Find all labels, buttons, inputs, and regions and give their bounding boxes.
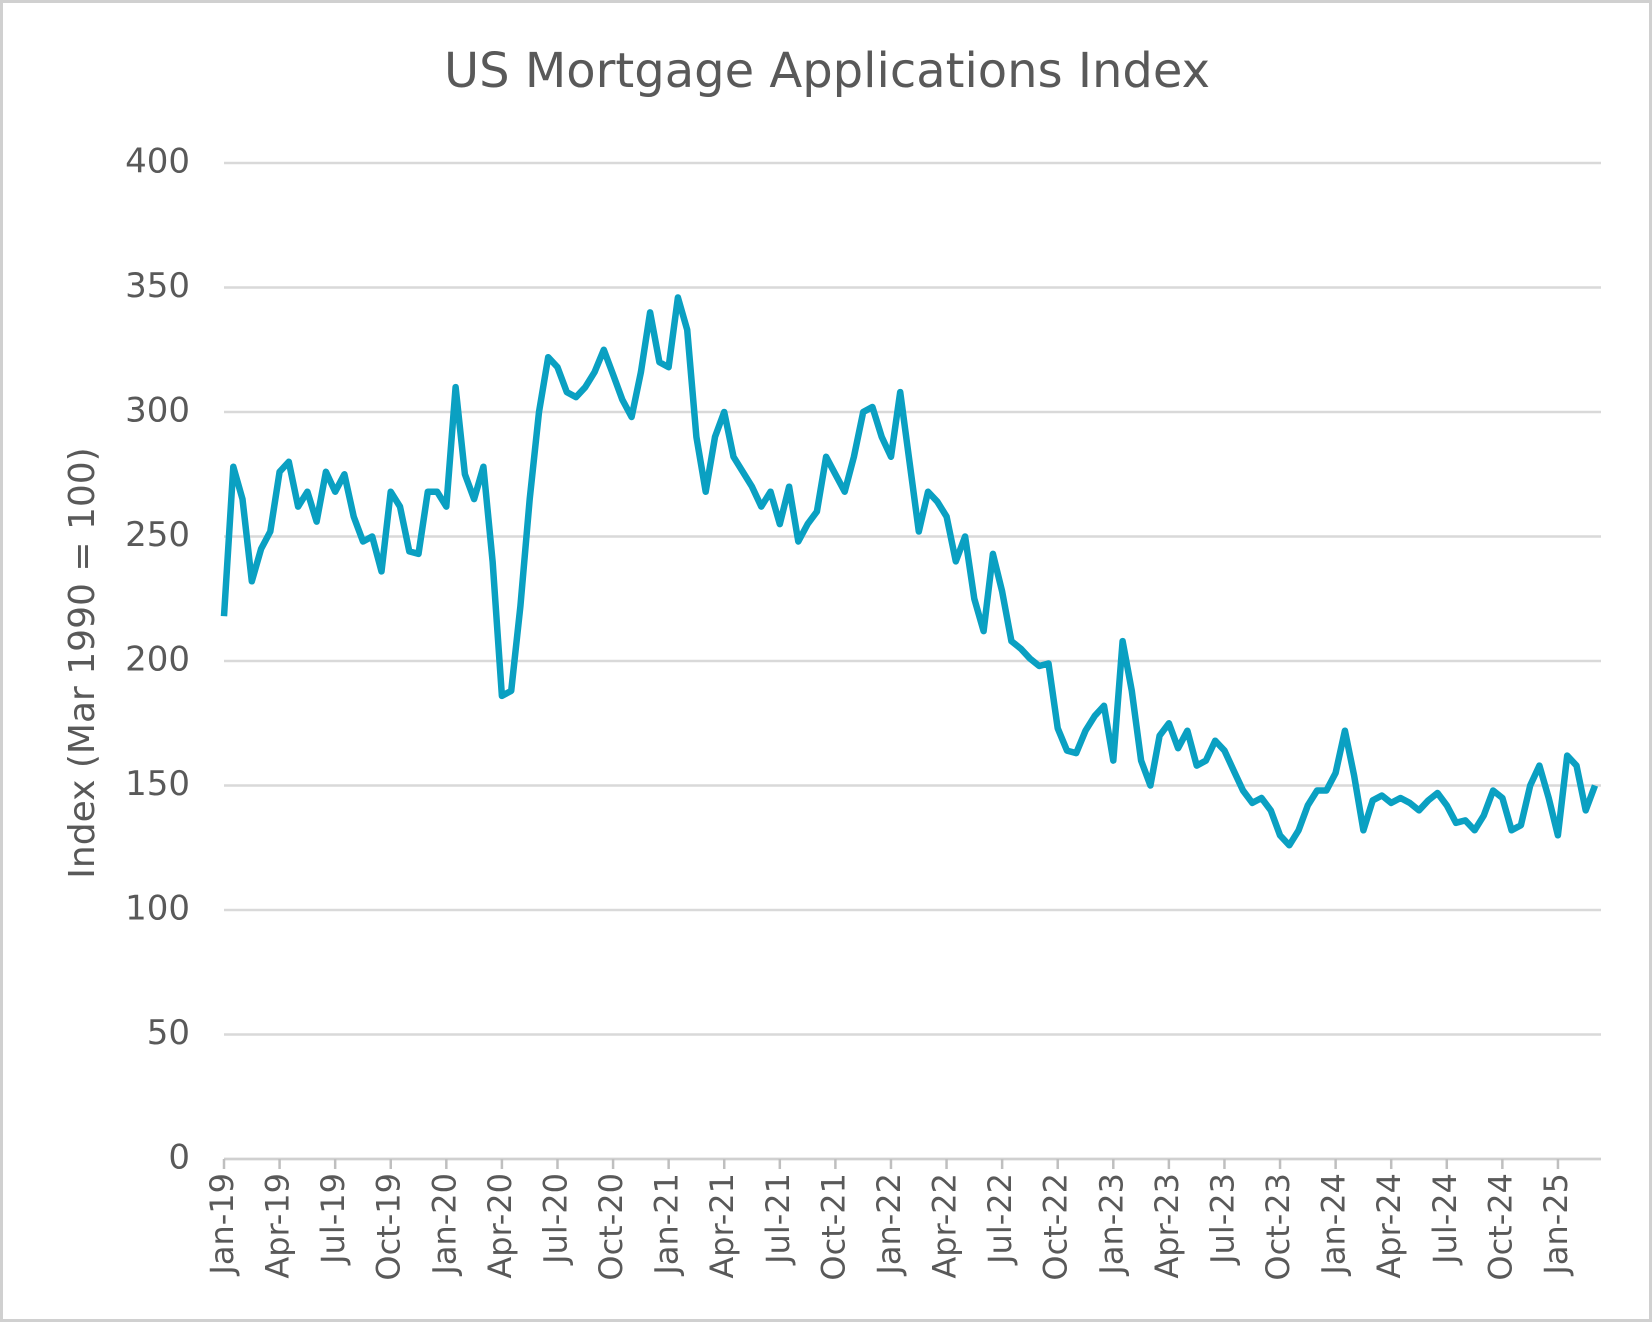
x-tick-label: Apr-21 xyxy=(703,1173,741,1279)
x-tick-label: Jul-24 xyxy=(1426,1173,1464,1266)
y-tick-label: 50 xyxy=(147,1013,190,1053)
y-tick-label: 350 xyxy=(125,266,190,306)
x-tick-label: Apr-23 xyxy=(1148,1173,1186,1279)
y-axis-label: Index (Mar 1990 = 100) xyxy=(62,447,103,878)
x-tick-label: Jan-19 xyxy=(203,1173,241,1277)
x-tick-label: Apr-24 xyxy=(1370,1173,1408,1279)
chart-title: US Mortgage Applications Index xyxy=(444,43,1210,99)
x-tick-label: Jan-20 xyxy=(425,1173,463,1277)
x-tick-label: Oct-19 xyxy=(370,1173,408,1281)
data-line xyxy=(220,294,1599,849)
y-tick-label: 150 xyxy=(125,764,190,804)
x-tick-label: Jan-22 xyxy=(870,1173,908,1277)
x-tick-label: Jan-25 xyxy=(1537,1173,1575,1277)
x-tick-label: Jul-21 xyxy=(759,1173,797,1266)
y-tick-label: 0 xyxy=(168,1138,190,1178)
x-tick-label: Jul-22 xyxy=(981,1173,1019,1266)
x-tick-label: Apr-19 xyxy=(259,1173,297,1279)
x-tick-label: Jul-23 xyxy=(1203,1173,1241,1266)
y-tick-label: 200 xyxy=(125,640,190,680)
x-tick-label: Jul-19 xyxy=(314,1173,352,1266)
x-tick-label: Apr-20 xyxy=(481,1173,519,1279)
x-tick-label: Jul-20 xyxy=(536,1173,574,1266)
y-tick-label: 250 xyxy=(125,515,190,555)
x-tick-label: Oct-24 xyxy=(1481,1173,1519,1281)
x-tick-label: Oct-21 xyxy=(814,1173,852,1281)
x-tick-label: Oct-23 xyxy=(1259,1173,1297,1281)
x-tick-label: Jan-23 xyxy=(1092,1173,1130,1277)
x-tick-label: Oct-22 xyxy=(1037,1173,1075,1281)
x-tick-label: Jan-24 xyxy=(1315,1173,1353,1277)
x-tick-label: Jan-21 xyxy=(648,1173,686,1277)
y-tick-label: 300 xyxy=(125,391,190,431)
x-tick-label: Oct-20 xyxy=(592,1173,630,1281)
y-tick-label: 400 xyxy=(125,142,190,182)
y-tick-label: 100 xyxy=(125,889,190,929)
x-tick-label: Apr-22 xyxy=(926,1173,964,1279)
